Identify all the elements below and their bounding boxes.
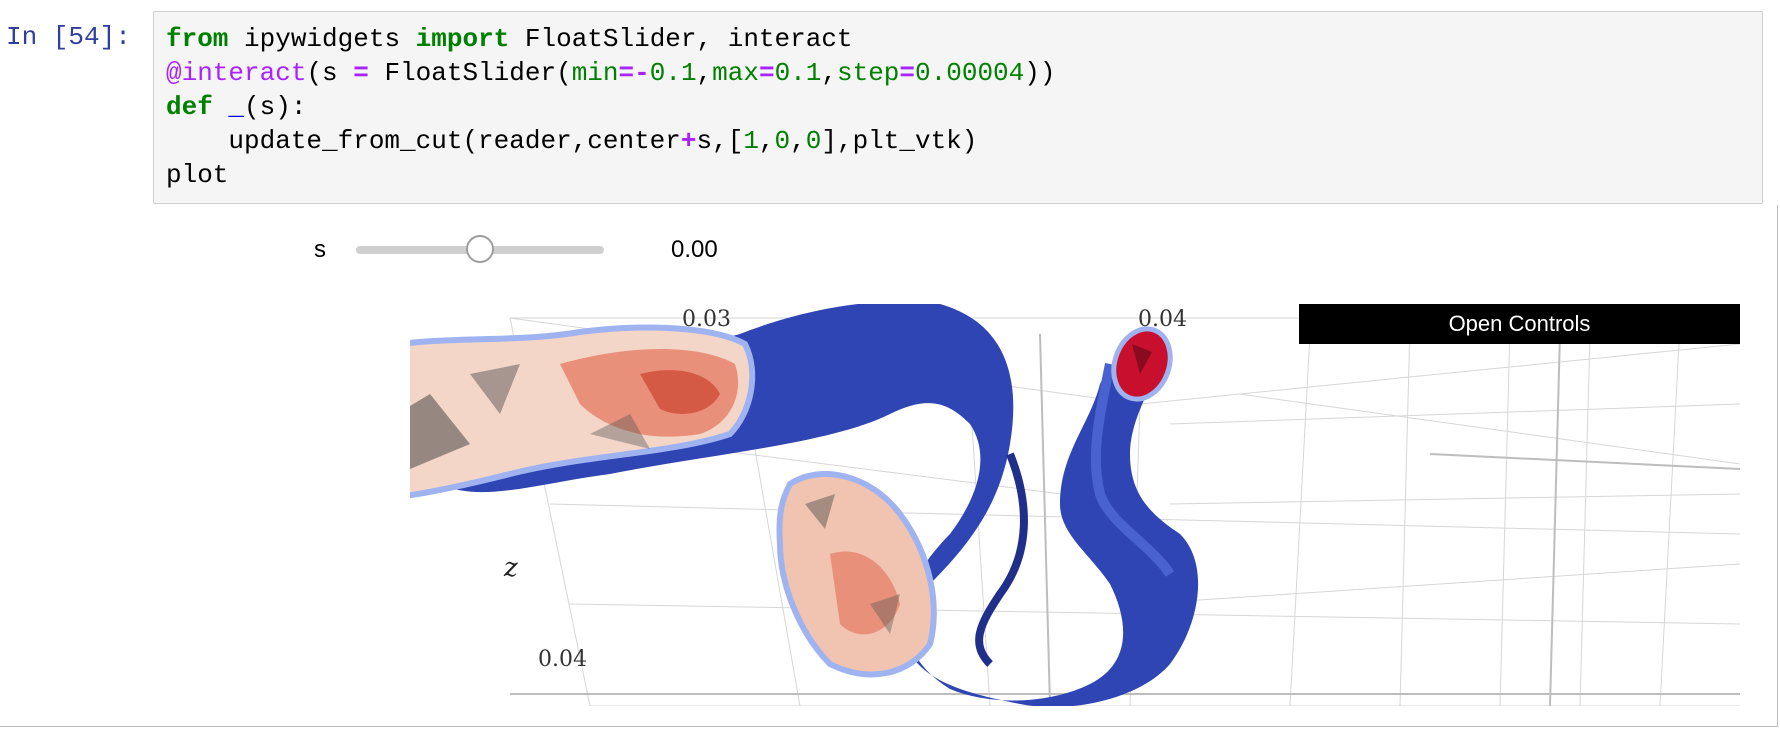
code-line-1: from ipywidgets import FloatSlider, inte… (166, 22, 1750, 56)
axis-label-z: z (503, 553, 518, 583)
code-line-4: update_from_cut(reader,center+s,[1,0,0],… (166, 124, 1750, 158)
open-controls-button[interactable]: Open Controls (1299, 304, 1740, 344)
code-line-5: plot (166, 158, 1750, 192)
operator: = (758, 58, 775, 88)
operator: = (353, 58, 369, 88)
code-text: ],plt_vtk) (821, 126, 978, 156)
code-text: ipywidgets (228, 24, 416, 54)
kwarg-max: max (712, 58, 759, 88)
slider-label: s (314, 236, 326, 263)
plot-axes (510, 333, 1740, 706)
operator: + (680, 126, 697, 156)
keyword-import: import (415, 24, 510, 54)
code-text: update_from_cut(reader,center (166, 126, 681, 156)
code-text: s,[ (696, 126, 744, 156)
number: 0.00004 (915, 58, 1025, 88)
cut-surface-lower (776, 471, 937, 678)
number: 1 (743, 126, 759, 156)
operator: = (618, 58, 635, 88)
operator: = (899, 58, 916, 88)
code-text: , (696, 58, 713, 88)
code-editor[interactable]: from ipywidgets import FloatSlider, inte… (153, 11, 1763, 204)
cut-surface-upper (410, 324, 756, 499)
number: 0 (805, 126, 822, 156)
kwarg-min: min (571, 58, 619, 88)
number: 0 (774, 126, 791, 156)
decorator: @interact (166, 58, 307, 88)
slider-handle[interactable] (466, 235, 494, 263)
number: 0.1 (649, 58, 697, 88)
code-text: plot (166, 160, 229, 190)
tick-label-top-left: 0.03 (682, 307, 731, 332)
cut-cap-right (1111, 326, 1173, 402)
code-text: , (821, 58, 837, 88)
operator: - (634, 58, 650, 88)
code-text: , (758, 126, 775, 156)
tick-label-top-right: 0.04 (1138, 307, 1187, 332)
code-text: (s): (244, 92, 307, 122)
plot-svg: 0.03 0.04 0.04 z (410, 304, 1740, 706)
slider-value-readout: 0.00 (671, 236, 718, 263)
keyword-from: from (166, 24, 229, 54)
code-text: , (790, 126, 806, 156)
code-text: (s (306, 58, 354, 88)
code-text: FloatSlider( (368, 58, 572, 88)
input-prompt: In [54]: (6, 22, 131, 52)
3d-plot-canvas[interactable]: 0.03 0.04 0.04 z (410, 304, 1740, 706)
keyword-def: def (166, 92, 213, 122)
code-line-2: @interact(s = FloatSlider(min=-0.1,max=0… (166, 56, 1750, 90)
output-area (0, 205, 1778, 727)
kwarg-step: step (837, 58, 900, 88)
code-text (213, 92, 229, 122)
code-line-3: def _(s): (166, 90, 1750, 124)
code-text: )) (1024, 58, 1056, 88)
function-name: _ (228, 92, 245, 122)
code-text: FloatSlider, interact (509, 24, 853, 54)
tick-label-left-bottom: 0.04 (538, 647, 587, 672)
number: 0.1 (774, 58, 822, 88)
